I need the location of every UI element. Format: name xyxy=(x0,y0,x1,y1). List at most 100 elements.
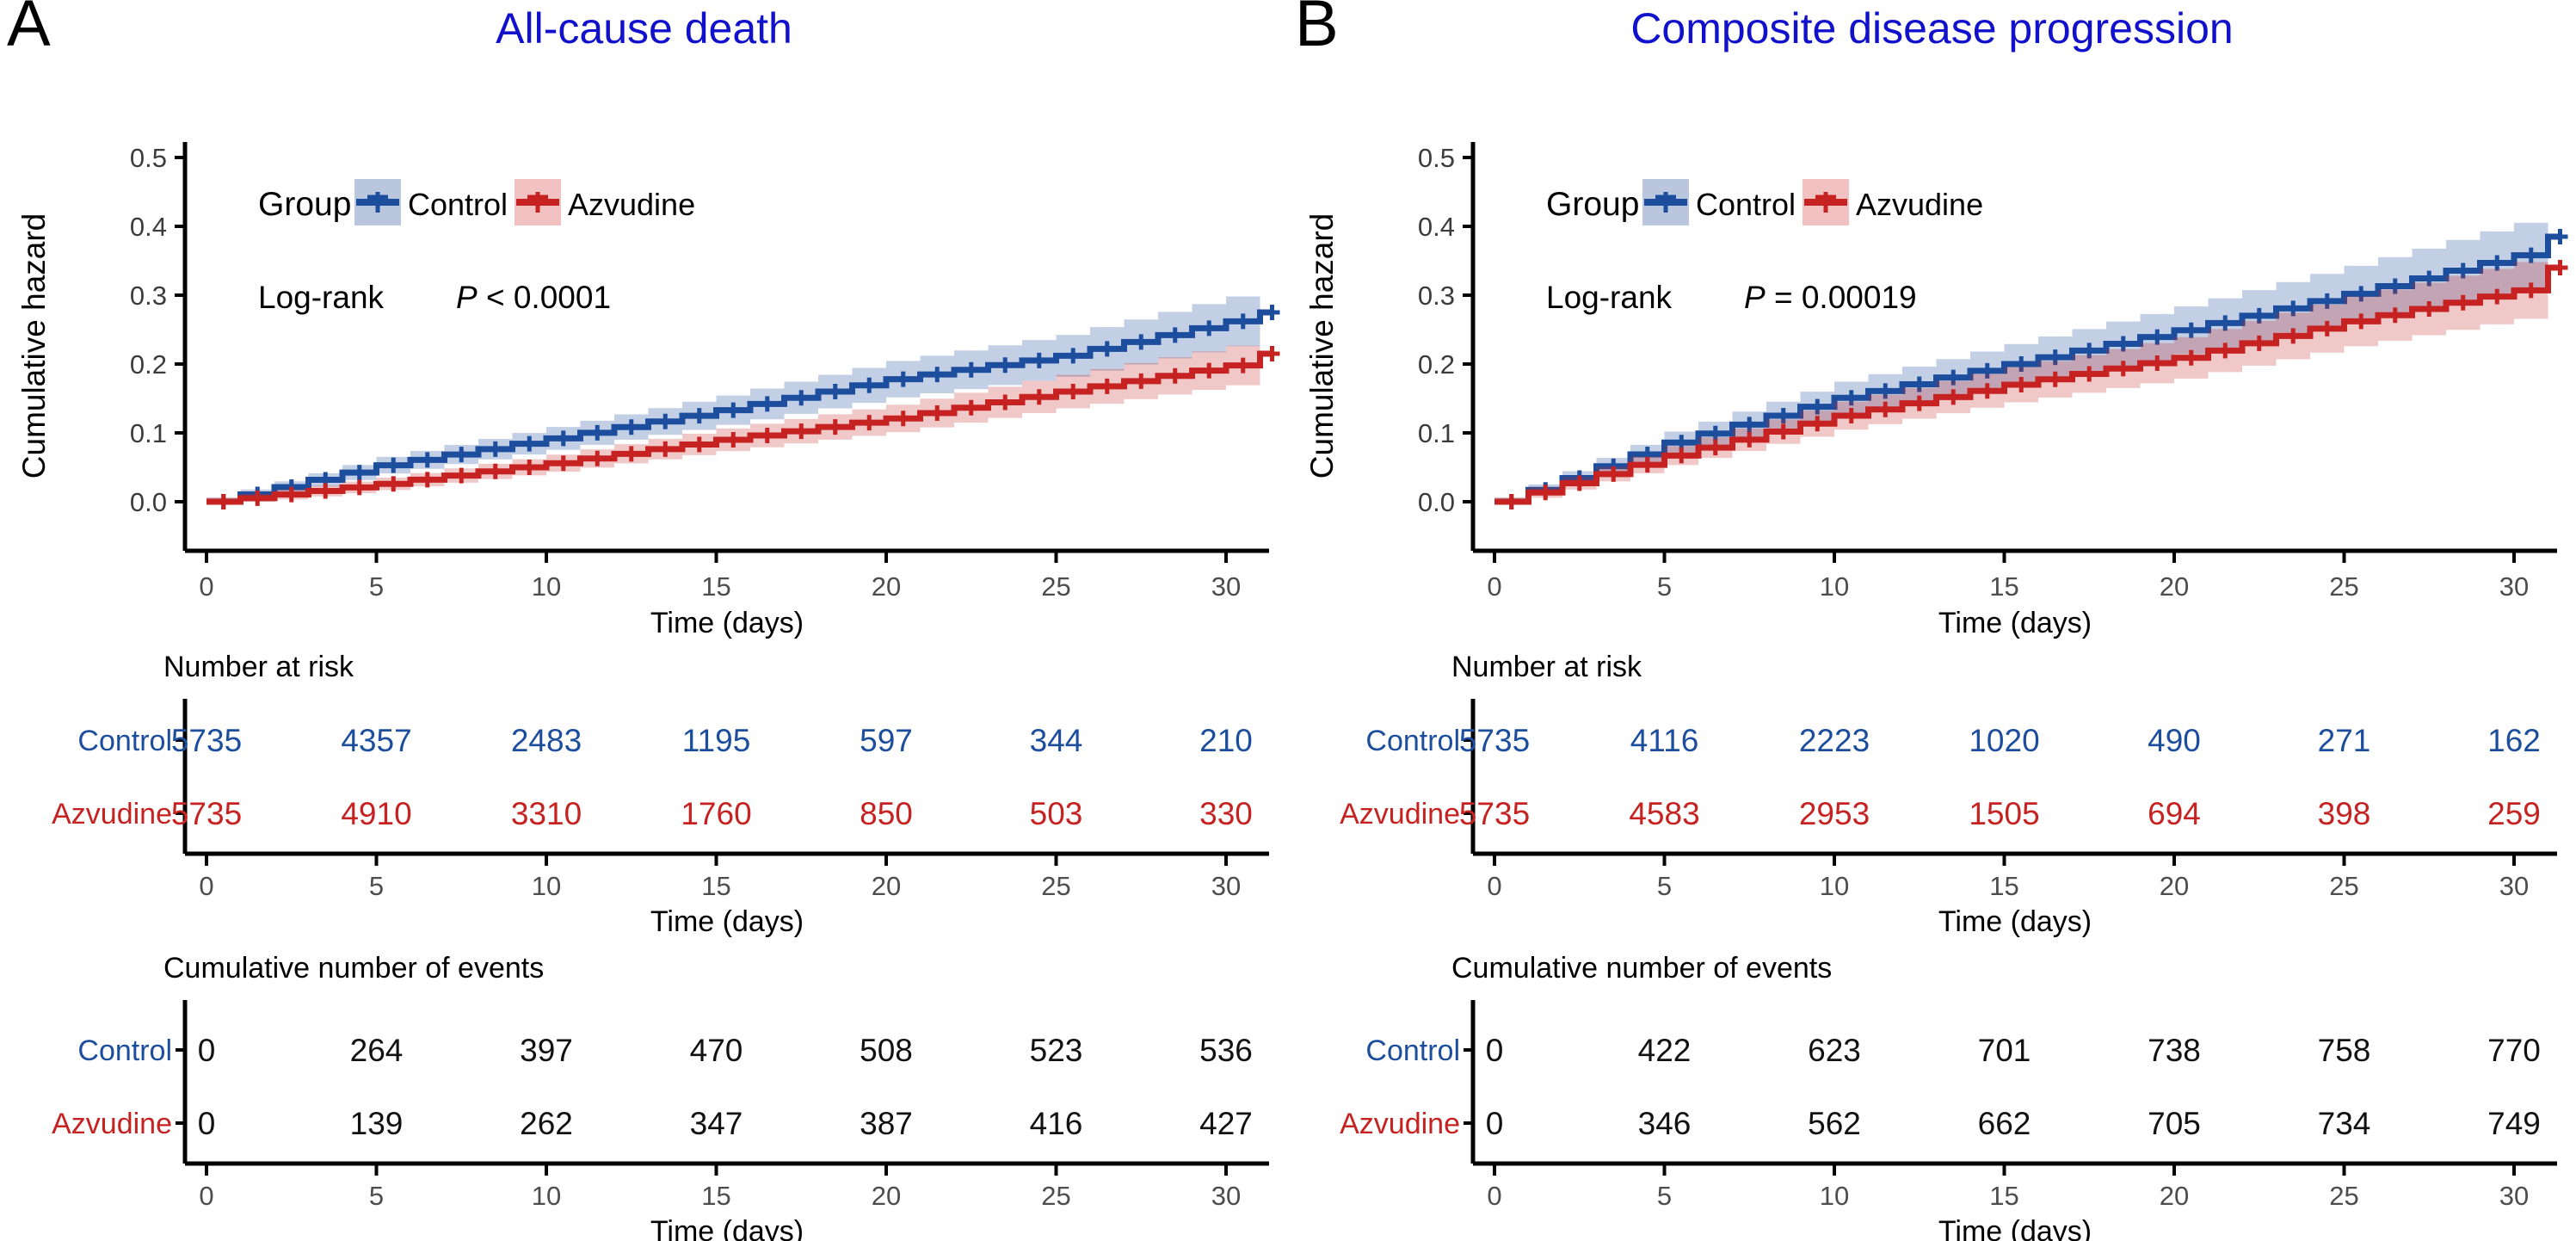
x-tick-label: 25 xyxy=(2329,571,2358,602)
risk-table-x-tick-label: 25 xyxy=(1041,871,1070,901)
legend-key-plus xyxy=(1655,192,1676,213)
x-axis-title: Time (days) xyxy=(650,607,804,639)
events-table-value: 346 xyxy=(1638,1106,1692,1141)
events-table-value: 0 xyxy=(198,1106,216,1141)
events-table-value: 662 xyxy=(1978,1106,2031,1141)
risk-table-x-tick-label: 20 xyxy=(2160,871,2189,901)
x-tick-label: 20 xyxy=(2160,571,2189,602)
y-tick-label: 0.4 xyxy=(130,212,167,242)
risk-table-value: 1505 xyxy=(1969,796,2039,831)
events-table-value: 416 xyxy=(1030,1106,1083,1141)
panel-b-chart-host: 0.0 0.1 0.2 0.3 0.4 0.5 0 5 10 15 20 25 30 Time (days… xyxy=(1288,69,2576,1241)
confidence-band-azvudine xyxy=(1494,236,2548,502)
events-table-value: 264 xyxy=(350,1033,404,1068)
y-axis-title: Cumulative hazard xyxy=(1304,213,1340,478)
risk-table-row-label-control: Control xyxy=(1365,725,1460,757)
hazard-figure-panel-A: 0.0 0.1 0.2 0.3 0.4 0.5 0 5 10 15 20 25 30 Time (days… xyxy=(16,142,1280,1241)
events-table-x-tick-label: 25 xyxy=(2329,1181,2358,1211)
x-tick-label: 10 xyxy=(532,571,561,602)
y-tick-label: 0.0 xyxy=(130,487,167,517)
risk-table-x-tick-label: 0 xyxy=(1487,871,1501,901)
panel-a-header: A All-cause death xyxy=(0,0,1288,69)
events-table-value: 0 xyxy=(1486,1033,1504,1068)
risk-table-value: 344 xyxy=(1030,723,1083,758)
risk-table-value: 271 xyxy=(2318,723,2371,758)
risk-table-value: 597 xyxy=(860,723,913,758)
events-table-row-label-control: Control xyxy=(1365,1034,1460,1067)
risk-table-value: 2953 xyxy=(1799,796,1870,831)
y-tick-label: 0.3 xyxy=(1418,281,1455,311)
risk-table-value: 694 xyxy=(2148,796,2201,831)
events-table-value: 508 xyxy=(860,1033,913,1068)
events-table-x-tick-label: 15 xyxy=(1989,1181,2018,1211)
y-tick-label: 0.2 xyxy=(1418,349,1455,380)
x-tick-label: 5 xyxy=(369,571,384,602)
panel-a-title: All-cause death xyxy=(496,4,792,52)
events-table-value: 758 xyxy=(2318,1033,2371,1068)
events-table-value: 422 xyxy=(1638,1033,1692,1068)
hazard-figure-panel-B: 0.0 0.1 0.2 0.3 0.4 0.5 0 5 10 15 20 25 30 Time (days… xyxy=(1304,142,2568,1241)
risk-table-value: 850 xyxy=(860,796,913,831)
events-table-value: 347 xyxy=(690,1106,743,1141)
censor-marks-azvudine xyxy=(1503,260,2568,509)
risk-table-x-tick-label: 30 xyxy=(2499,871,2529,901)
risk-table-x-tick-label: 20 xyxy=(872,871,901,901)
events-table-x-tick-label: 20 xyxy=(2160,1181,2189,1211)
logrank-p-value: P = 0.00019 xyxy=(1744,280,1917,315)
x-tick-label: 20 xyxy=(872,571,901,602)
events-table-value: 623 xyxy=(1808,1033,1861,1068)
events-table-value: 0 xyxy=(198,1033,216,1068)
risk-table-value: 4583 xyxy=(1629,796,1699,831)
events-table-row-label-control: Control xyxy=(77,1034,172,1067)
legend-label-control: Control xyxy=(408,187,508,222)
risk-table-value: 210 xyxy=(1199,723,1253,758)
events-table-x-axis-title: Time (days) xyxy=(1938,1215,2092,1241)
y-tick-label: 0.4 xyxy=(1418,212,1455,242)
panel-a-letter: A xyxy=(7,0,51,60)
events-table-x-tick-label: 30 xyxy=(1211,1181,1241,1211)
events-table-value: 470 xyxy=(690,1033,743,1068)
risk-table-value: 503 xyxy=(1030,796,1083,831)
risk-table-title: Number at risk xyxy=(163,651,354,683)
risk-table-x-tick-label: 15 xyxy=(701,871,730,901)
panel-b-title: Composite disease progression xyxy=(1630,4,2234,52)
x-tick-label: 15 xyxy=(701,571,730,602)
confidence-band-control xyxy=(206,286,1260,502)
risk-table-x-tick-label: 30 xyxy=(1211,871,1241,901)
events-table-value: 523 xyxy=(1030,1033,1083,1068)
events-table-x-tick-label: 25 xyxy=(1041,1181,1070,1211)
panel-b: B Composite disease progression 0.0 0.1 0.… xyxy=(1288,0,2576,1241)
panel-a: A All-cause death 0.0 0.1 0.2 0.3 0.4 0.5 0 5 10… xyxy=(0,0,1288,1241)
y-tick-label: 0.3 xyxy=(130,281,167,311)
risk-table-value: 259 xyxy=(2487,796,2541,831)
events-table-value: 536 xyxy=(1199,1033,1253,1068)
y-axis-title: Cumulative hazard xyxy=(16,213,52,478)
risk-table-value: 490 xyxy=(2148,723,2201,758)
events-table-x-tick-label: 30 xyxy=(2499,1181,2529,1211)
x-tick-label: 25 xyxy=(1041,571,1070,602)
risk-table-value: 4910 xyxy=(341,796,411,831)
panel-b-letter: B xyxy=(1295,0,1339,60)
risk-table-x-tick-label: 25 xyxy=(2329,871,2358,901)
risk-table-title: Number at risk xyxy=(1451,651,1642,683)
events-table-value: 770 xyxy=(2487,1033,2541,1068)
risk-table-value: 330 xyxy=(1199,796,1253,831)
events-table-value: 749 xyxy=(2487,1106,2541,1141)
x-tick-label: 0 xyxy=(199,571,213,602)
risk-table-value: 5735 xyxy=(1459,723,1530,758)
risk-table-x-tick-label: 15 xyxy=(1989,871,2018,901)
events-table-value: 701 xyxy=(1978,1033,2031,1068)
events-table-value: 139 xyxy=(350,1106,404,1141)
x-tick-label: 10 xyxy=(1820,571,1849,602)
x-axis-title: Time (days) xyxy=(1938,607,2092,639)
y-tick-label: 0.1 xyxy=(130,418,167,448)
x-tick-label: 30 xyxy=(2499,571,2529,602)
events-table-row-label-azvudine: Azvudine xyxy=(1340,1108,1460,1140)
risk-table-value: 3310 xyxy=(511,796,582,831)
y-tick-label: 0.5 xyxy=(1418,143,1455,173)
events-table-value: 738 xyxy=(2148,1033,2201,1068)
panel-b-header: B Composite disease progression xyxy=(1288,0,2576,69)
legend-key-plus xyxy=(1815,192,1836,213)
risk-table-row-label-azvudine: Azvudine xyxy=(52,798,172,830)
